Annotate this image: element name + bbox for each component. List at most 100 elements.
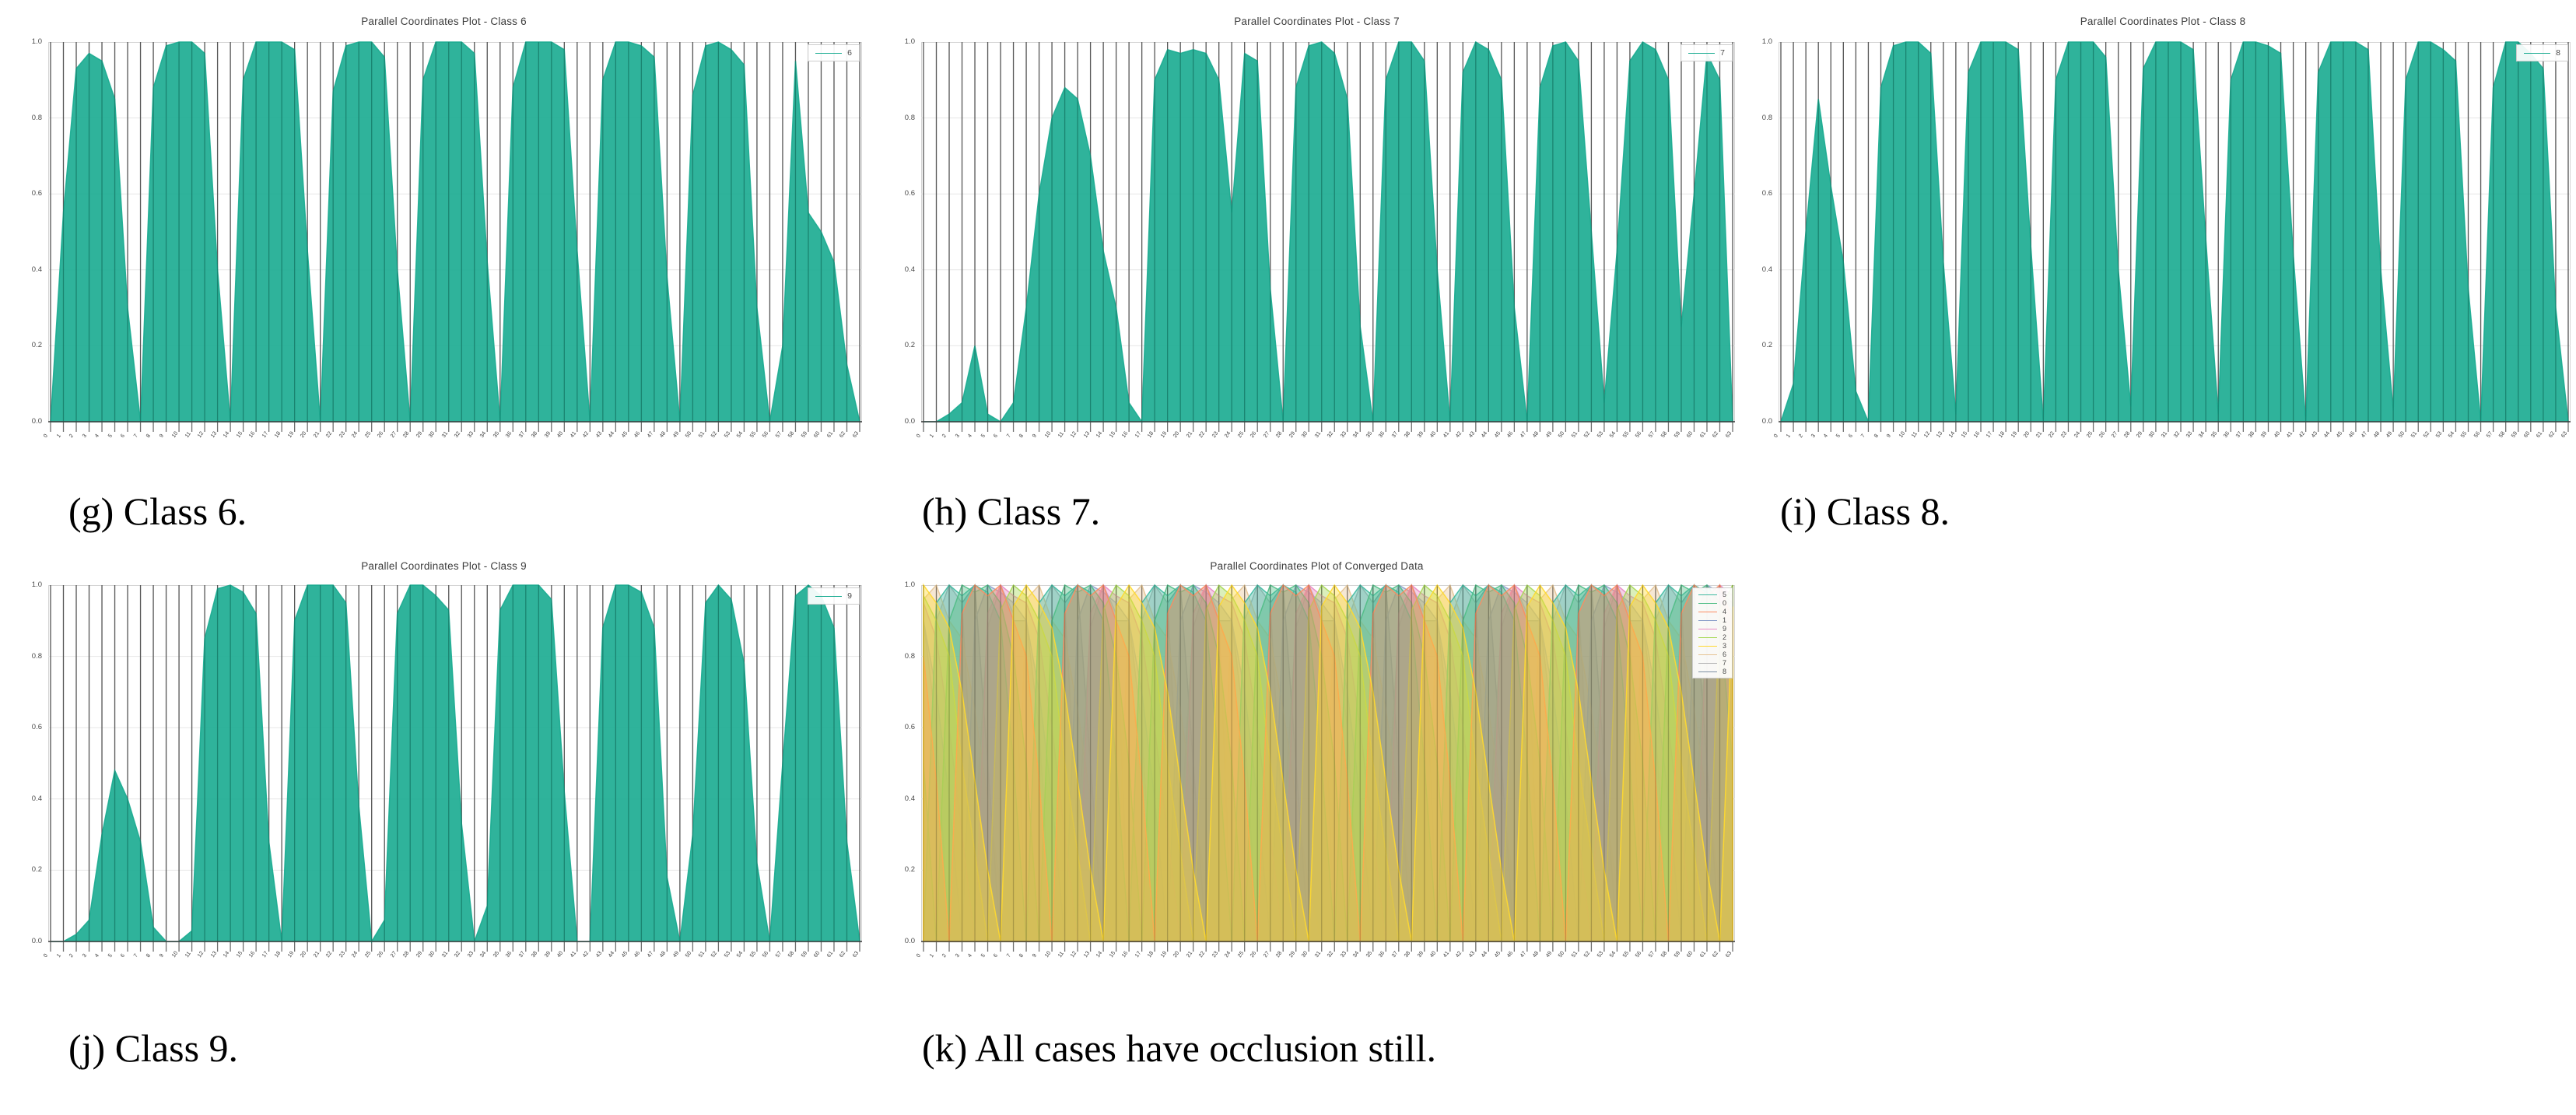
legend-line-swatch: [1698, 619, 1717, 621]
legend-line-swatch: [1698, 662, 1717, 664]
legend-entry: 8: [2524, 48, 2560, 58]
legend-entry: 5: [1698, 591, 1726, 598]
legend-label: 8: [2556, 48, 2560, 58]
y-tick-label: 0.8: [31, 651, 42, 661]
plot-title: Parallel Coordinates Plot - Class 7: [1234, 16, 1400, 27]
y-tick-label: 0.6: [904, 723, 915, 732]
parallel-plot-class7: Parallel Coordinates Plot - Class 7 7 0.…: [895, 5, 1739, 472]
y-tick-label: 0.4: [31, 265, 42, 274]
legend-line-swatch: [2524, 52, 2551, 54]
legend-line-swatch: [1698, 645, 1717, 647]
plot-title: Parallel Coordinates Plot - Class 8: [2080, 16, 2246, 27]
parallel-coordinates-canvas: [1779, 41, 2571, 432]
y-tick-label: 0.8: [1761, 113, 1772, 122]
legend-line-swatch: [815, 595, 843, 597]
parallel-plot-class9: Parallel Coordinates Plot - Class 9 9 0.…: [22, 549, 866, 1016]
legend-line-swatch: [1698, 671, 1717, 672]
y-tick-label: 0.4: [31, 794, 42, 803]
legend-label: 4: [1722, 608, 1726, 615]
plot-title: Parallel Coordinates Plot - Class 9: [361, 560, 527, 572]
caption-j: (j) Class 9.: [68, 1026, 239, 1070]
legend-label: 7: [1722, 659, 1726, 667]
y-tick-label: 0.0: [31, 937, 42, 945]
plot-axes: 6: [48, 41, 862, 432]
y-tick-label: 0.8: [904, 651, 915, 661]
legend-entry: 0: [1698, 599, 1726, 607]
y-tick-label: 0.0: [1761, 417, 1772, 426]
legend-label: 9: [1722, 625, 1726, 633]
caption-g: (g) Class 6.: [68, 489, 247, 533]
legend-entry: 6: [1698, 650, 1726, 658]
plot-axes: 8: [1779, 41, 2571, 432]
y-tick-label: 1.0: [904, 37, 915, 46]
legend-line-swatch: [1698, 636, 1717, 638]
legend-entry: 3: [1698, 642, 1726, 650]
legend-entry: 7: [1688, 48, 1725, 58]
legend-line-swatch: [1698, 654, 1717, 655]
y-tick-label: 0.6: [31, 189, 42, 198]
plot-title: Parallel Coordinates Plot - Class 6: [361, 16, 527, 27]
parallel-coordinates-canvas: [921, 40, 1735, 432]
parallel-coordinates-canvas: [921, 583, 1735, 952]
legend-line-swatch: [1688, 52, 1716, 54]
legend-entry: 8: [1698, 668, 1726, 675]
y-tick-label: 0.0: [904, 937, 915, 945]
parallel-coordinates-canvas: [48, 584, 862, 952]
y-tick-label: 0.2: [904, 865, 915, 875]
legend-label: 7: [1720, 48, 1725, 58]
plot-legend: 6: [808, 44, 860, 61]
parallel-coordinates-canvas: [48, 41, 862, 432]
legend-entry: 7: [1698, 659, 1726, 667]
legend-entry: 9: [1698, 625, 1726, 633]
parallel-plot-class8: Parallel Coordinates Plot - Class 8 8 0.…: [1752, 5, 2574, 472]
legend-line-swatch: [1698, 594, 1717, 595]
y-tick-label: 0.2: [904, 341, 915, 350]
y-tick-label: 0.4: [904, 794, 915, 803]
y-tick-label: 0.6: [904, 189, 915, 198]
y-tick-label: 0.2: [1761, 341, 1772, 350]
y-tick-label: 1.0: [1761, 37, 1772, 46]
plot-title: Parallel Coordinates Plot of Converged D…: [1210, 560, 1424, 572]
parallel-plot-converged: Parallel Coordinates Plot of Converged D…: [895, 549, 1739, 1016]
y-tick-label: 0.4: [904, 265, 915, 274]
y-tick-label: 0.0: [31, 417, 42, 426]
caption-h: (h) Class 7.: [922, 489, 1101, 533]
plot-legend: 9: [808, 587, 860, 605]
y-tick-label: 1.0: [31, 580, 42, 589]
plot-legend: 7: [1681, 44, 1733, 61]
legend-entry: 6: [815, 48, 852, 58]
y-tick-label: 0.4: [1761, 265, 1772, 274]
legend-label: 9: [847, 591, 852, 601]
plot-legend: 8: [2516, 44, 2568, 61]
legend-entry: 1: [1698, 616, 1726, 624]
y-tick-label: 0.6: [31, 723, 42, 732]
legend-line-swatch: [815, 52, 843, 54]
legend-label: 8: [1722, 668, 1726, 675]
caption-k: (k) All cases have occlusion still.: [922, 1026, 1436, 1070]
legend-entry: 2: [1698, 633, 1726, 641]
y-tick-label: 1.0: [31, 37, 42, 46]
y-tick-label: 0.8: [31, 113, 42, 122]
legend-line-swatch: [1698, 602, 1717, 604]
legend-entry: 4: [1698, 608, 1726, 615]
legend-label: 3: [1722, 642, 1726, 650]
legend-label: 0: [1722, 599, 1726, 607]
plot-axes: 9: [48, 584, 862, 952]
legend-label: 5: [1722, 591, 1726, 598]
y-tick-label: 1.0: [904, 580, 915, 589]
legend-label: 2: [1722, 633, 1726, 641]
legend-label: 6: [1722, 650, 1726, 658]
plot-axes: 7: [921, 40, 1735, 432]
parallel-plot-class6: Parallel Coordinates Plot - Class 6 6 0.…: [22, 5, 866, 472]
y-tick-label: 0.2: [31, 865, 42, 875]
y-tick-label: 0.6: [1761, 189, 1772, 198]
y-tick-label: 0.2: [31, 341, 42, 350]
legend-label: 6: [847, 48, 852, 58]
y-tick-label: 0.8: [904, 113, 915, 122]
legend-label: 1: [1722, 616, 1726, 624]
legend-entry: 9: [815, 591, 852, 601]
y-tick-label: 0.0: [904, 417, 915, 426]
caption-i: (i) Class 8.: [1780, 489, 1950, 533]
